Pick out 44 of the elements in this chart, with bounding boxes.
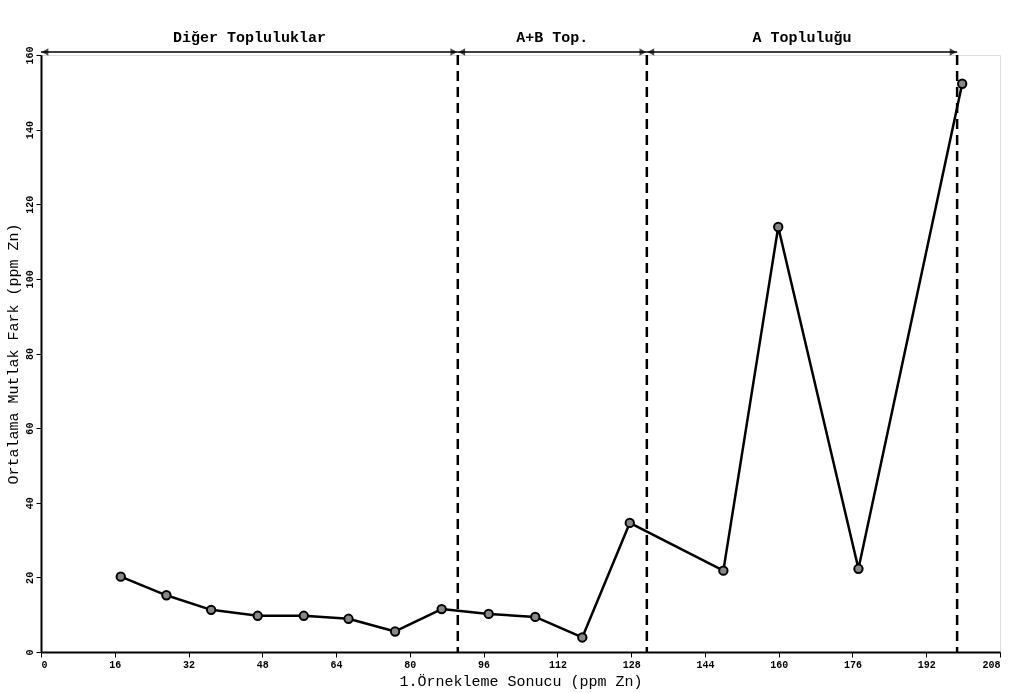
x-tick-label: 48 (256, 659, 269, 671)
y-axis-title: Ortalama Mutlak Fark (ppm Zn) (5, 223, 23, 485)
point (483, 608, 494, 620)
x-tick-label: 176 (843, 659, 862, 671)
y-tick-label: 0 (24, 649, 36, 656)
x-axis-title: 1.Örnekleme Sonucu (ppm Zn) (399, 672, 643, 691)
x-tick-label: 160 (770, 659, 789, 671)
x-tick-label: 96 (478, 659, 491, 671)
text: A+B Top. (516, 30, 589, 47)
point (624, 517, 635, 529)
y-tick-label: 140 (24, 121, 36, 140)
text: A Topluluğu (752, 30, 852, 47)
point (530, 611, 541, 623)
y-tick-label: 80 (24, 347, 36, 361)
x-tick-label: 208 (982, 659, 1001, 671)
x-tick-label: 192 (917, 659, 936, 671)
point (298, 610, 309, 621)
point (718, 565, 729, 576)
y-tick-label: 160 (24, 46, 36, 65)
x-tick-label: 128 (622, 659, 641, 671)
y-tick-label: 20 (24, 571, 36, 584)
y-tick-label: 100 (24, 270, 36, 289)
point (853, 563, 864, 574)
x-tick-label: 80 (404, 659, 417, 671)
point (436, 603, 447, 615)
x-tick-label: 32 (183, 659, 196, 671)
point (773, 221, 784, 233)
point (161, 590, 172, 601)
y-tick-label: 40 (24, 497, 36, 510)
text: Diğer Topluluklar (172, 30, 326, 47)
point (343, 613, 354, 624)
point (577, 632, 588, 643)
point (115, 571, 126, 582)
x-tick-label: 112 (548, 659, 567, 671)
x-tick-label: 64 (330, 659, 343, 671)
x-tick-label: 144 (696, 659, 715, 671)
point (205, 604, 217, 616)
y-tick-label: 120 (24, 195, 36, 214)
x-tick-label: 0 (41, 659, 48, 671)
x-tick-label: 16 (109, 659, 122, 671)
point (252, 610, 263, 621)
y-tick-label: 60 (24, 422, 36, 435)
point (957, 78, 968, 89)
point (389, 626, 401, 637)
